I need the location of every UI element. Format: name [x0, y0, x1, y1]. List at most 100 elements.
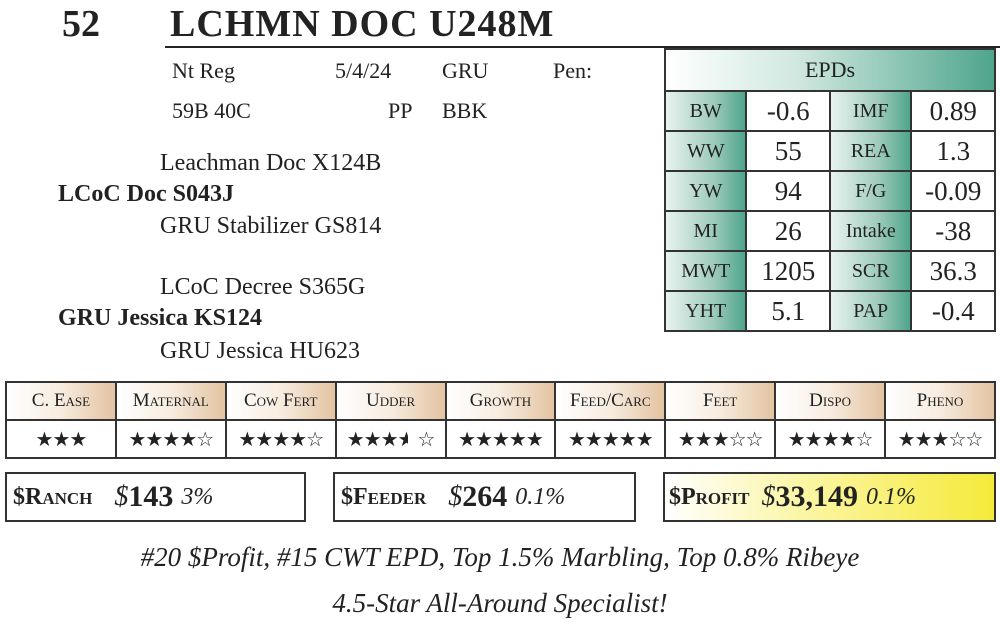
- star-full-icon: ★: [821, 428, 840, 451]
- trait-stars: ★★★☆☆: [884, 419, 996, 459]
- epd-value: -38: [910, 210, 996, 252]
- epd-row: YW 94 F/G -0.09: [663, 170, 996, 212]
- star-full-icon: ★: [601, 428, 620, 451]
- feeder-percentile: 0.1%: [515, 483, 566, 510]
- trait-label: Growth: [444, 381, 557, 421]
- star-full-icon: ★: [380, 428, 399, 451]
- epd-value: -0.09: [910, 170, 996, 212]
- epd-label: Intake: [828, 210, 913, 252]
- dam-dam: GRU Jessica HU623: [160, 338, 360, 364]
- epd-value: 0.89: [910, 90, 996, 132]
- epd-value: 5.1: [745, 290, 831, 332]
- feeder-index-box: $Feeder $264 0.1%: [333, 472, 636, 522]
- epd-title: EPDs: [664, 48, 996, 92]
- star-full-icon: ★: [272, 428, 290, 451]
- epd-label: SCR: [828, 250, 913, 292]
- star-full-icon: ★: [635, 428, 654, 451]
- epd-row: WW 55 REA 1.3: [663, 130, 996, 172]
- breeder: GRU: [442, 58, 489, 83]
- feeder-label: $Feeder: [341, 483, 427, 510]
- ranch-label: $Ranch: [13, 483, 93, 510]
- trait-stars: ★★★★☆: [334, 419, 447, 459]
- animal-name: LCHMN DOC U248M: [170, 3, 555, 45]
- star-full-icon: ★: [787, 428, 806, 451]
- star-empty-icon: ☆: [196, 428, 214, 451]
- registration: Nt Reg: [172, 58, 235, 83]
- star-full-icon: ★: [52, 428, 70, 451]
- star-half-icon: ★: [397, 428, 408, 451]
- epd-value: 1205: [745, 250, 831, 292]
- star-full-icon: ★: [491, 428, 510, 451]
- trait-label: Pheno: [884, 381, 996, 421]
- sire-dam: GRU Stabilizer GS814: [160, 213, 382, 239]
- sire: LCoC Doc S043J: [58, 181, 235, 207]
- star-full-icon: ★: [508, 428, 527, 451]
- title-divider: [165, 46, 1000, 48]
- polled-status: PP: [388, 98, 413, 123]
- star-full-icon: ★: [931, 428, 950, 451]
- star-full-icon: ★: [525, 428, 544, 451]
- epd-label: IMF: [828, 90, 913, 132]
- star-full-icon: ★: [179, 428, 197, 451]
- star-full-icon: ★: [584, 428, 603, 451]
- star-full-icon: ★: [69, 428, 87, 451]
- sire-sire: Leachman Doc X124B: [160, 150, 382, 176]
- star-full-icon: ★: [711, 428, 730, 451]
- epd-label: F/G: [828, 170, 913, 212]
- trait-stars: ★★★★★: [554, 419, 667, 459]
- profit-value: 33,149: [775, 480, 859, 513]
- star-full-icon: ★: [145, 428, 163, 451]
- epd-label: YHT: [663, 290, 748, 332]
- epd-value: 1.3: [910, 130, 996, 172]
- epd-row: BW -0.6 IMF 0.89: [663, 90, 996, 132]
- star-full-icon: ★: [346, 428, 365, 451]
- lot-number: 52: [62, 3, 100, 45]
- epd-value: 26: [745, 210, 831, 252]
- epd-label: YW: [663, 170, 748, 212]
- epd-value: -0.6: [745, 90, 831, 132]
- epd-value: 55: [745, 130, 831, 172]
- star-full-icon: ★: [35, 428, 54, 451]
- trait-stars: ★★★☆☆: [664, 419, 777, 459]
- epd-label: MI: [663, 210, 748, 252]
- star-full-icon: ★: [804, 428, 823, 451]
- trait-stars: ★★★: [5, 419, 117, 459]
- feeder-value: 264: [462, 480, 508, 513]
- star-empty-icon: ☆: [728, 428, 747, 451]
- trait-stars: ★★★★★: [444, 419, 557, 459]
- trait-label: Dispo: [774, 381, 886, 421]
- star-full-icon: ★: [289, 428, 307, 451]
- star-empty-icon: ☆: [417, 428, 436, 451]
- star-full-icon: ★: [914, 428, 933, 451]
- star-empty-icon: ☆: [745, 428, 764, 451]
- epd-label: MWT: [663, 250, 748, 292]
- star-empty-icon: ☆: [948, 428, 966, 451]
- epd-value: -0.4: [910, 290, 996, 332]
- epd-label: WW: [663, 130, 748, 172]
- profit-percentile: 0.1%: [866, 483, 916, 510]
- star-full-icon: ★: [897, 428, 916, 451]
- star-full-icon: ★: [677, 428, 696, 451]
- epd-row: MI 26 Intake -38: [663, 210, 996, 252]
- ranch-value: 143: [128, 480, 174, 513]
- star-empty-icon: ☆: [306, 428, 324, 451]
- epd-value: 94: [745, 170, 831, 212]
- star-full-icon: ★: [255, 428, 273, 451]
- feeder-dollar-sign: $: [448, 481, 463, 512]
- trait-label: Feet: [664, 381, 777, 421]
- profit-label: $Profit: [669, 483, 750, 510]
- epd-row: MWT 1205 SCR 36.3: [663, 250, 996, 292]
- trait-stars: ★★★★☆: [114, 419, 227, 459]
- trait-label: Feed/Carc: [554, 381, 667, 421]
- epd-row: YHT 5.1 PAP -0.4: [663, 290, 996, 332]
- dam-sire: LCoC Decree S365G: [160, 274, 366, 300]
- star-full-icon: ★: [162, 428, 180, 451]
- trait-label: C. Ease: [5, 381, 117, 421]
- star-full-icon: ★: [458, 428, 476, 451]
- profit-index-box: $Profit $33,149 0.1%: [663, 472, 996, 522]
- epd-label: REA: [828, 130, 913, 172]
- trait-label: Maternal: [114, 381, 227, 421]
- star-full-icon: ★: [618, 428, 637, 451]
- epd-value: 36.3: [910, 250, 996, 292]
